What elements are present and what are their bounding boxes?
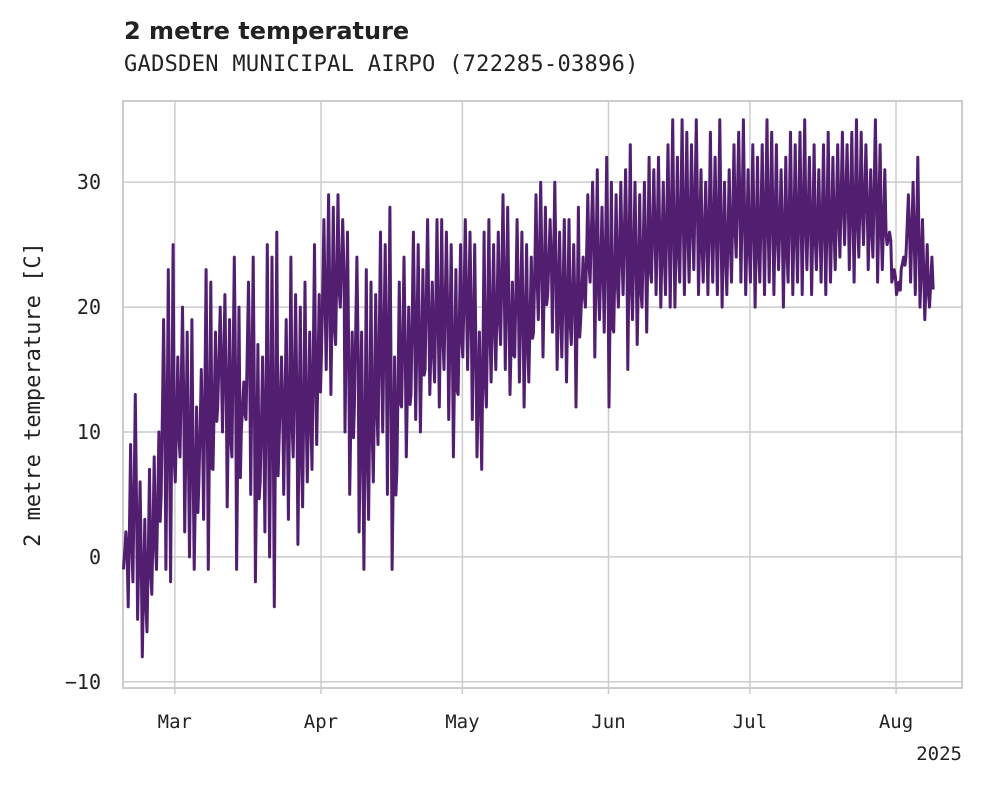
plot-frame [122,100,963,689]
x-tick-label: Aug [879,711,913,733]
x-tick-label: May [445,711,479,733]
y-axis-label: 2 metre temperature [C] [21,242,46,547]
series-line [122,118,935,659]
x-tick-labels: Mar Apr May Jun Jul Aug [158,688,913,733]
x-offset-label: 2025 [916,743,962,765]
y-tick-labels: −10 0 10 20 30 [65,170,101,694]
y-tick-label: −10 [65,670,101,694]
y-tick-label: 10 [77,420,101,444]
y-tick-label: 0 [89,545,101,569]
chart-subtitle: GADSDEN MUNICIPAL AIRPO (722285-03896) [124,52,639,77]
y-tick-label: 30 [77,170,101,194]
y-tick-label: 20 [77,295,101,319]
x-tick-label: Mar [158,711,192,733]
chart-title: 2 metre temperature [124,17,410,45]
x-tick-label: Jun [591,711,625,733]
x-tick-label: Jul [733,711,767,733]
grid-lines [123,101,962,688]
x-tick-label: Apr [304,711,338,733]
series-layer [122,118,935,659]
